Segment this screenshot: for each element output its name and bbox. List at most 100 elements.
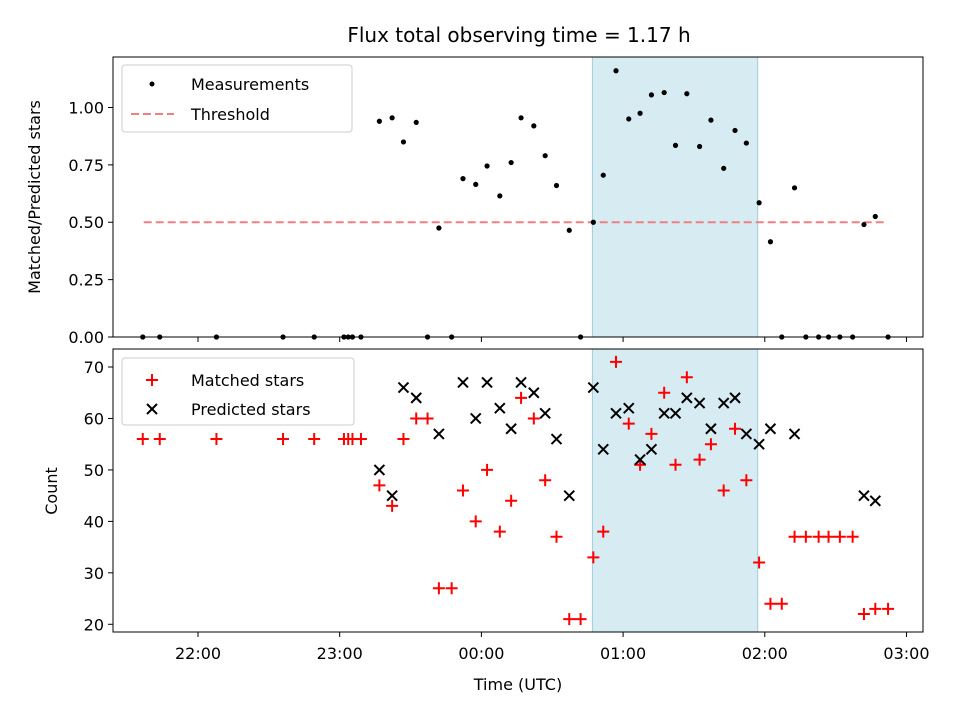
top-y-ticks: 0.00 0.25 0.50 0.75 1.00 xyxy=(68,98,113,347)
top-legend: Measurements Threshold xyxy=(121,64,353,133)
measurement-point xyxy=(626,116,632,122)
predicted-star-point xyxy=(397,381,410,394)
predicted-star-point xyxy=(610,407,622,420)
predicted-star-point xyxy=(470,412,482,425)
measurement-point xyxy=(791,185,798,191)
matched-star-point xyxy=(550,530,563,543)
chart-title: Flux total observing time = 1.17 h xyxy=(347,23,690,47)
measurement-point xyxy=(872,213,878,220)
measurement-point xyxy=(542,153,548,159)
measurement-point xyxy=(590,219,596,225)
matched-star-point xyxy=(515,391,528,404)
measurement-point xyxy=(756,200,762,206)
predicted-star-point xyxy=(563,489,575,502)
matched-star-point xyxy=(610,355,623,368)
measurement-point xyxy=(389,115,395,121)
predicted-star-point xyxy=(858,489,870,502)
measurement-point xyxy=(376,118,382,124)
bottom-y-tick-label: 40 xyxy=(84,512,104,531)
x-tick-label: 01:00 xyxy=(600,644,646,663)
matched-star-point xyxy=(210,433,223,446)
matched-star-point xyxy=(574,613,587,626)
predicted-star-point xyxy=(645,443,658,456)
matched-star-point xyxy=(587,551,600,564)
measurement-point xyxy=(484,163,490,169)
matched-star-point xyxy=(386,499,399,512)
matched-star-point xyxy=(846,530,859,543)
bottom-panel: 20 30 40 50 60 70 22:00 23:00 00:00 01:00 02:00 03… xyxy=(42,348,930,694)
bottom-y-tick-label: 50 xyxy=(84,461,104,480)
legend-measurements-marker xyxy=(149,81,155,87)
matched-star-point xyxy=(717,484,730,497)
predicted-star-point xyxy=(550,433,563,445)
matched-star-point xyxy=(622,417,635,430)
measurement-point xyxy=(566,227,572,233)
matched-star-point xyxy=(539,474,552,487)
x-tick-label: 23:00 xyxy=(317,644,363,663)
matched-star-point xyxy=(481,463,494,476)
measurement-point xyxy=(684,91,690,97)
measurement-point xyxy=(637,110,643,116)
measurement-point xyxy=(672,142,679,148)
matched-star-point xyxy=(136,433,149,446)
measurement-point xyxy=(497,193,503,199)
bottom-legend: Matched stars Predicted stars xyxy=(121,357,355,426)
predicted-star-point xyxy=(693,397,706,409)
matched-star-point xyxy=(445,582,458,595)
matched-star-point xyxy=(658,386,671,399)
measurement-point xyxy=(743,140,749,146)
top-panel: 0.00 0.25 0.50 0.75 1.00 Matched/Predicted s… xyxy=(25,56,924,347)
matched-star-point xyxy=(505,494,518,507)
bottom-x-ticks: 22:00 23:00 00:00 01:00 02:00 03:00 xyxy=(175,632,930,663)
matched-star-point xyxy=(775,597,788,610)
matched-star-point xyxy=(645,427,658,440)
matched-star-point xyxy=(469,515,482,528)
measurement-point xyxy=(508,159,514,166)
measurement-point xyxy=(460,176,466,182)
measurement-point xyxy=(861,221,867,228)
predicted-star-point xyxy=(658,407,670,420)
legend-predicted-marker xyxy=(146,403,158,415)
matched-star-point xyxy=(869,602,882,615)
measurement-point xyxy=(648,92,655,98)
predicted-star-point xyxy=(623,402,635,414)
top-y-tick-label: 0.00 xyxy=(68,328,104,347)
matched-star-point xyxy=(799,530,812,543)
matched-star-point xyxy=(493,525,506,538)
matched-star-point xyxy=(857,607,870,620)
predicted-star-point xyxy=(494,402,506,414)
x-tick-label: 22:00 xyxy=(175,644,221,663)
matched-star-point xyxy=(753,556,766,569)
predicted-star-point xyxy=(433,428,445,440)
bottom-shaded-band xyxy=(591,348,759,633)
x-tick-label: 00:00 xyxy=(458,644,504,663)
predicted-star-point xyxy=(634,453,646,466)
matched-star-point xyxy=(704,438,717,451)
top-shaded-band xyxy=(591,56,759,338)
predicted-star-point xyxy=(753,438,765,450)
measurement-point xyxy=(721,165,727,171)
predicted-star-point xyxy=(457,376,469,389)
x-axis-label: Time (UTC) xyxy=(473,675,562,694)
predicted-star-point xyxy=(788,428,801,440)
predicted-star-point xyxy=(869,495,882,507)
predicted-star-point xyxy=(528,387,540,399)
predicted-star-point xyxy=(481,376,493,389)
top-axes-frame xyxy=(112,56,924,338)
legend-measurements-label: Measurements xyxy=(191,75,309,94)
matched-star-point xyxy=(308,433,321,446)
predicted-star-point xyxy=(410,392,422,404)
predicted-star-point xyxy=(729,392,741,404)
matched-star-point xyxy=(432,582,445,595)
predicted-star-point xyxy=(705,423,717,435)
top-y-axis-label: Matched/Predicted stars xyxy=(25,100,44,294)
x-tick-label: 03:00 xyxy=(883,644,929,663)
bottom-y-ticks: 20 30 40 50 60 70 xyxy=(84,358,113,634)
matched-star-point xyxy=(729,422,742,435)
top-legend-box xyxy=(121,64,353,133)
predicted-star-point xyxy=(373,464,386,476)
predicted-star-point xyxy=(681,392,693,404)
top-y-tick-label: 0.25 xyxy=(68,271,104,290)
top-y-tick-label: 0.75 xyxy=(68,156,104,175)
matched-star-point xyxy=(563,613,576,626)
